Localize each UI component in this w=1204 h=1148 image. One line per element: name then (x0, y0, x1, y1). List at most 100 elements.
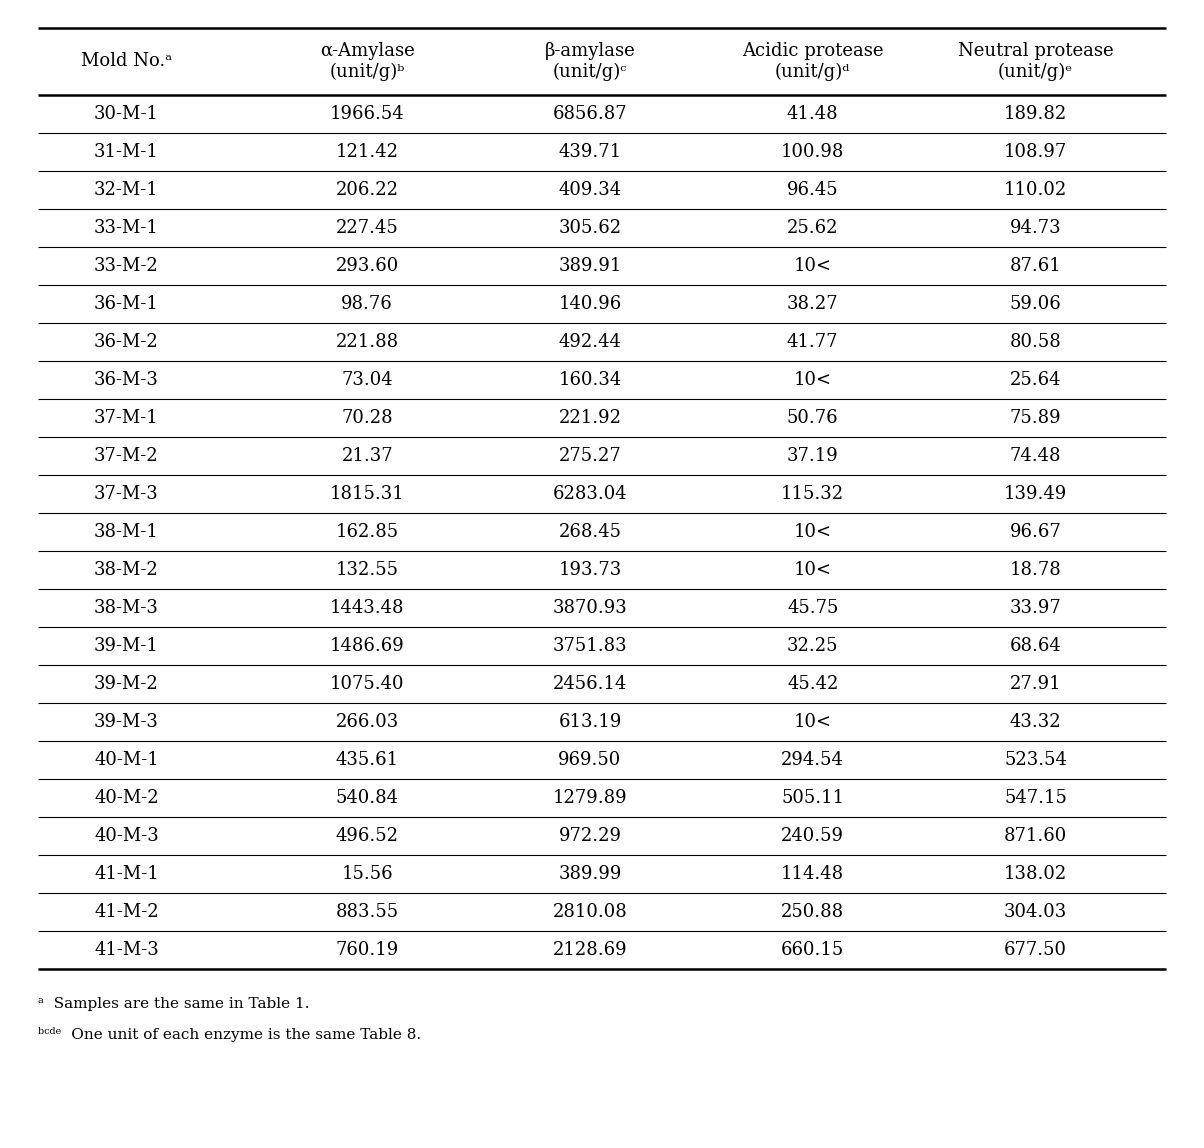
Text: 41.48: 41.48 (787, 104, 838, 123)
Text: 96.45: 96.45 (787, 181, 838, 199)
Text: 87.61: 87.61 (1010, 257, 1061, 276)
Text: 108.97: 108.97 (1004, 144, 1067, 161)
Text: 37-M-1: 37-M-1 (94, 409, 159, 427)
Text: 32.25: 32.25 (787, 637, 838, 656)
Text: 139.49: 139.49 (1004, 484, 1067, 503)
Text: 40-M-2: 40-M-2 (94, 789, 159, 807)
Text: 6856.87: 6856.87 (553, 104, 627, 123)
Text: 114.48: 114.48 (781, 864, 844, 883)
Text: 41-M-1: 41-M-1 (94, 864, 159, 883)
Text: 25.64: 25.64 (1010, 371, 1061, 389)
Text: 1486.69: 1486.69 (330, 637, 405, 656)
Text: 3870.93: 3870.93 (553, 599, 627, 616)
Text: 883.55: 883.55 (336, 903, 399, 921)
Text: 435.61: 435.61 (336, 751, 399, 769)
Text: 38-M-2: 38-M-2 (94, 561, 159, 579)
Text: 162.85: 162.85 (336, 523, 399, 541)
Text: 36-M-1: 36-M-1 (94, 295, 159, 313)
Text: 45.75: 45.75 (787, 599, 838, 616)
Text: 98.76: 98.76 (342, 295, 393, 313)
Text: 492.44: 492.44 (559, 333, 621, 351)
Text: β-amylase: β-amylase (544, 42, 636, 61)
Text: ᵇᶜᵈᵉ  One unit of each enzyme is the same Table 8.: ᵇᶜᵈᵉ One unit of each enzyme is the same… (39, 1027, 421, 1042)
Text: 15.56: 15.56 (342, 864, 393, 883)
Text: 41-M-3: 41-M-3 (94, 941, 159, 959)
Text: 10<: 10< (793, 371, 832, 389)
Text: Acidic protease: Acidic protease (742, 42, 884, 61)
Text: (unit/g)ᶜ: (unit/g)ᶜ (553, 62, 627, 80)
Text: 30-M-1: 30-M-1 (94, 104, 159, 123)
Text: 871.60: 871.60 (1004, 827, 1067, 845)
Text: 38.27: 38.27 (787, 295, 838, 313)
Text: 32-M-1: 32-M-1 (94, 181, 159, 199)
Text: 389.99: 389.99 (559, 864, 621, 883)
Text: 59.06: 59.06 (1010, 295, 1061, 313)
Text: 10<: 10< (793, 713, 832, 731)
Text: 45.42: 45.42 (787, 675, 838, 693)
Text: 10<: 10< (793, 523, 832, 541)
Text: 221.92: 221.92 (559, 409, 621, 427)
Text: 43.32: 43.32 (1010, 713, 1061, 731)
Text: 972.29: 972.29 (559, 827, 621, 845)
Text: 760.19: 760.19 (336, 941, 399, 959)
Text: 3751.83: 3751.83 (553, 637, 627, 656)
Text: 37-M-3: 37-M-3 (94, 484, 159, 503)
Text: 409.34: 409.34 (559, 181, 621, 199)
Text: 439.71: 439.71 (559, 144, 621, 161)
Text: 1815.31: 1815.31 (330, 484, 405, 503)
Text: 1075.40: 1075.40 (330, 675, 405, 693)
Text: 18.78: 18.78 (1010, 561, 1061, 579)
Text: 227.45: 227.45 (336, 219, 399, 236)
Text: ᵃ  Samples are the same in Table 1.: ᵃ Samples are the same in Table 1. (39, 996, 309, 1011)
Text: 100.98: 100.98 (781, 144, 844, 161)
Text: 70.28: 70.28 (342, 409, 393, 427)
Text: 275.27: 275.27 (559, 447, 621, 465)
Text: 677.50: 677.50 (1004, 941, 1067, 959)
Text: 37-M-2: 37-M-2 (94, 447, 159, 465)
Text: 240.59: 240.59 (781, 827, 844, 845)
Text: 94.73: 94.73 (1010, 219, 1061, 236)
Text: 1966.54: 1966.54 (330, 104, 405, 123)
Text: 132.55: 132.55 (336, 561, 399, 579)
Text: 505.11: 505.11 (781, 789, 844, 807)
Text: 25.62: 25.62 (787, 219, 838, 236)
Text: 540.84: 540.84 (336, 789, 399, 807)
Text: Mold No.ᵃ: Mold No.ᵃ (81, 53, 172, 70)
Text: 33.97: 33.97 (1010, 599, 1061, 616)
Text: 969.50: 969.50 (559, 751, 621, 769)
Text: 33-M-2: 33-M-2 (94, 257, 159, 276)
Text: 37.19: 37.19 (787, 447, 838, 465)
Text: 293.60: 293.60 (336, 257, 399, 276)
Text: 33-M-1: 33-M-1 (94, 219, 159, 236)
Text: 1443.48: 1443.48 (330, 599, 405, 616)
Text: 10<: 10< (793, 561, 832, 579)
Text: 189.82: 189.82 (1004, 104, 1067, 123)
Text: 40-M-3: 40-M-3 (94, 827, 159, 845)
Text: 496.52: 496.52 (336, 827, 399, 845)
Text: 40-M-1: 40-M-1 (94, 751, 159, 769)
Text: 138.02: 138.02 (1004, 864, 1067, 883)
Text: 110.02: 110.02 (1004, 181, 1067, 199)
Text: 305.62: 305.62 (559, 219, 621, 236)
Text: 294.54: 294.54 (781, 751, 844, 769)
Text: 27.91: 27.91 (1010, 675, 1061, 693)
Text: 39-M-3: 39-M-3 (94, 713, 159, 731)
Text: 73.04: 73.04 (342, 371, 393, 389)
Text: (unit/g)ᵇ: (unit/g)ᵇ (330, 62, 405, 80)
Text: 140.96: 140.96 (559, 295, 621, 313)
Text: 115.32: 115.32 (781, 484, 844, 503)
Text: 50.76: 50.76 (787, 409, 838, 427)
Text: 80.58: 80.58 (1010, 333, 1061, 351)
Text: 2456.14: 2456.14 (553, 675, 627, 693)
Text: 2810.08: 2810.08 (553, 903, 627, 921)
Text: 304.03: 304.03 (1004, 903, 1067, 921)
Text: 389.91: 389.91 (559, 257, 621, 276)
Text: 41.77: 41.77 (787, 333, 838, 351)
Text: 268.45: 268.45 (559, 523, 621, 541)
Text: 547.15: 547.15 (1004, 789, 1067, 807)
Text: 38-M-3: 38-M-3 (94, 599, 159, 616)
Text: 613.19: 613.19 (559, 713, 621, 731)
Text: 68.64: 68.64 (1010, 637, 1061, 656)
Text: 1279.89: 1279.89 (553, 789, 627, 807)
Text: 523.54: 523.54 (1004, 751, 1067, 769)
